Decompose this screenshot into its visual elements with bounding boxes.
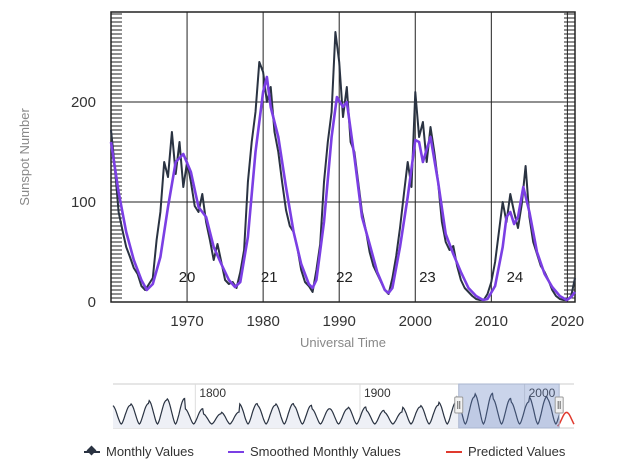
y-axis-title: Sunspot Number: [17, 108, 32, 206]
legend: Monthly Values Smoothed Monthly Values P…: [0, 444, 620, 464]
cycle-label: 21: [261, 269, 278, 286]
monthly-values-swatch-icon: [84, 445, 100, 455]
navigator-left-handle-icon[interactable]: [454, 396, 464, 414]
handle-body: [554, 396, 564, 414]
legend-item-smoothed[interactable]: Smoothed Monthly Values: [228, 444, 401, 459]
cycle-label: 24: [507, 269, 524, 286]
smoothed-values-swatch-icon: [228, 450, 244, 453]
legend-label-monthly: Monthly Values: [106, 444, 194, 459]
cycle-label: 20: [179, 269, 196, 286]
navigator-x-label: 1800: [199, 386, 226, 400]
handle-body: [454, 396, 464, 414]
y-tick-label: 100: [71, 194, 96, 211]
navigator-right-handle-icon[interactable]: [554, 396, 564, 414]
navigator-series-line: [112, 392, 560, 426]
x-tick-label: 1980: [246, 313, 279, 330]
x-tick-label: 2020: [551, 313, 584, 330]
cycle-label: 23: [419, 269, 436, 286]
x-tick-label: 2010: [475, 313, 508, 330]
x-tick-label: 1990: [323, 313, 356, 330]
y-tick-label: 200: [71, 94, 96, 111]
navigator-series-fill: [113, 393, 560, 428]
navigator-predicted-line: [557, 411, 575, 427]
x-tick-label: 2000: [399, 313, 432, 330]
cycle-label: 22: [336, 269, 353, 286]
chart-svg: 1970 1980 1990 2000 2010 2020 0 100 200 Universal…: [17, 11, 584, 429]
predicted-values-swatch-icon: [446, 450, 462, 453]
navigator-x-label: 2000: [529, 386, 556, 400]
legend-label-predicted: Predicted Values: [468, 444, 566, 459]
legend-item-predicted[interactable]: Predicted Values: [446, 444, 565, 459]
x-tick-label: 1970: [170, 313, 203, 330]
smoothed-values-line: [109, 75, 577, 302]
plot-area: [110, 11, 576, 303]
y-tick-label: 0: [88, 294, 96, 311]
navigator-range-mask: [458, 383, 560, 429]
navigator-x-label: 1900: [364, 386, 391, 400]
x-axis-title: Universal Time: [300, 335, 386, 350]
legend-label-smoothed: Smoothed Monthly Values: [250, 444, 401, 459]
legend-item-monthly[interactable]: Monthly Values: [84, 444, 194, 459]
